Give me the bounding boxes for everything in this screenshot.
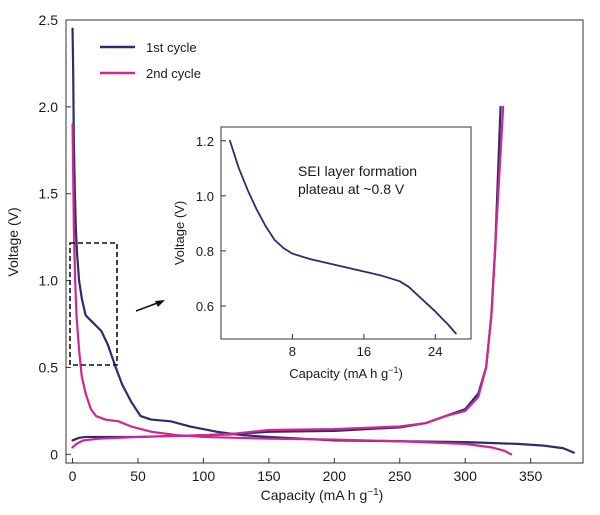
inset-frame [220, 126, 472, 340]
y-tick-label: 0.5 [39, 359, 59, 375]
inset-chart: 8 16 24 0.6 0.8 1.0 1.2 SEI layer formation pl… [172, 126, 472, 381]
y-axis-title: Voltage (V) [5, 207, 21, 276]
y-tick-label: 1.0 [39, 273, 59, 289]
y-tick-label: 2.0 [39, 99, 59, 115]
inset-x-tick-label: 24 [428, 344, 442, 359]
x-tick-label: 350 [519, 468, 543, 484]
x-tick-label: 150 [257, 468, 281, 484]
legend-label-1st-cycle: 1st cycle [146, 40, 197, 55]
y-tick-label: 2.5 [39, 12, 59, 28]
zoom-arrow [135, 300, 165, 312]
x-tick-label: 300 [454, 468, 478, 484]
inset-x-axis-title: Capacity (mA h g−1) [289, 365, 403, 381]
inset-series-line [229, 139, 457, 335]
main-plot-frame [65, 19, 584, 464]
inset-x-tick-label: 16 [357, 344, 371, 359]
x-tick-label: 250 [388, 468, 412, 484]
series-line-2nd-cycle [71, 123, 513, 456]
x-tick-label: 50 [130, 468, 146, 484]
inset-y-tick-label: 0.8 [196, 244, 214, 259]
x-tick-label: 0 [69, 468, 77, 484]
inset-y-axis-title: Voltage (V) [172, 201, 187, 265]
inset-y-tick-label: 1.0 [196, 189, 214, 204]
zoom-region-box [69, 242, 118, 366]
inset-annotation-line-2: plateau at ~0.8 V [298, 181, 405, 197]
legend-label-2nd-cycle: 2nd cycle [146, 66, 201, 81]
y-tick-label: 1.5 [39, 186, 59, 202]
series-line-2nd-cycle [71, 105, 505, 449]
inset-x-tick-label: 8 [289, 344, 296, 359]
x-axis-title: Capacity (mA h g−1) [261, 487, 384, 503]
legend: 1st cycle 2nd cycle [100, 40, 201, 81]
inset-annotation-line-1: SEI layer formation [298, 163, 417, 179]
y-tick-label: 0 [50, 446, 58, 462]
inset-y-tick-label: 0.6 [196, 299, 214, 314]
x-tick-label: 200 [323, 468, 347, 484]
x-tick-label: 100 [192, 468, 216, 484]
inset-y-tick-label: 1.2 [196, 134, 214, 149]
